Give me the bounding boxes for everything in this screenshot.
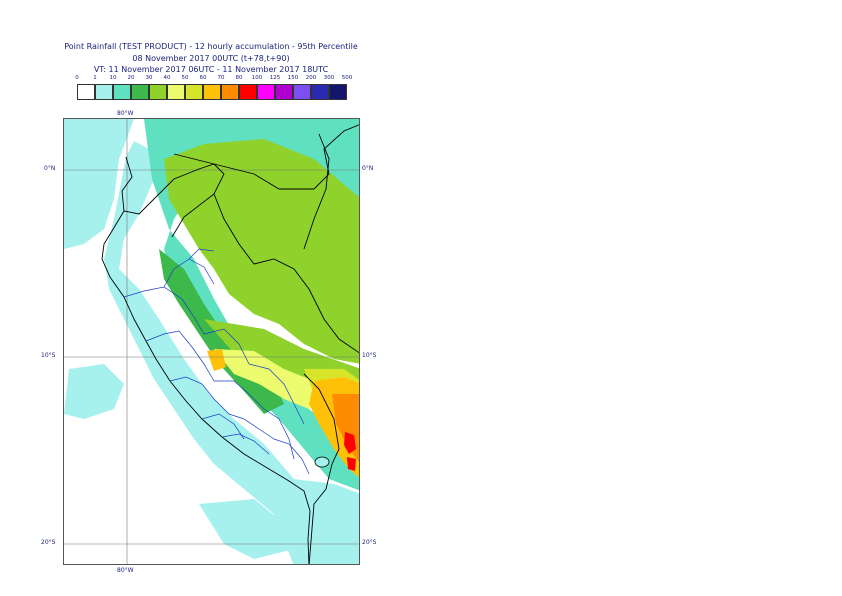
rainfall-map	[63, 118, 360, 565]
brazil-peru-border	[213, 193, 359, 354]
legend-threshold-label: 125	[269, 75, 281, 81]
legend-color-box	[221, 84, 239, 100]
legend-color-box	[329, 84, 347, 100]
legend-color-box	[77, 84, 95, 100]
brazil-inner-border	[303, 133, 330, 250]
legend-threshold-label: 100	[251, 75, 263, 81]
map-title-line-3: VT: 11 November 2017 06UTC - 11 November…	[93, 65, 329, 74]
bolivia-peru-border	[303, 373, 340, 564]
legend-threshold-label: 60	[199, 75, 207, 81]
legend-color-box	[149, 84, 167, 100]
land-red-cell-1	[344, 432, 356, 454]
legend-threshold-label: 200	[305, 75, 317, 81]
legend-color-box	[185, 84, 203, 100]
left-lat-label-10s: 10°S	[41, 352, 56, 359]
land-yellow-band	[214, 349, 324, 409]
legend-threshold-label: 30	[145, 75, 153, 81]
right-lat-label-10s: 10°S	[362, 352, 377, 359]
top-longitude-label: 80°W	[117, 110, 134, 117]
legend-color-box	[203, 84, 221, 100]
left-lat-label-20s: 20°S	[41, 539, 56, 546]
legend-color-box	[257, 84, 275, 100]
map-title-line-2: 08 November 2017 00UTC (t+78,t+90)	[132, 54, 290, 63]
legend-threshold-label: 300	[323, 75, 335, 81]
legend-threshold-label: 150	[287, 75, 299, 81]
lake-titicaca	[314, 456, 330, 468]
legend-color-box	[95, 84, 113, 100]
legend-threshold-label: 500	[341, 75, 353, 81]
legend-color-box	[275, 84, 293, 100]
right-lat-label-20s: 20°S	[362, 539, 377, 546]
left-lat-label-0: 0°N	[44, 165, 56, 172]
legend-threshold-label: 20	[127, 75, 135, 81]
right-lat-label-0: 0°N	[362, 165, 374, 172]
colombia-border	[173, 124, 359, 190]
legend-threshold-label: 1	[93, 75, 97, 81]
land-red-cell-2	[347, 457, 356, 471]
admin-borders	[123, 248, 310, 475]
legend-color-box	[239, 84, 257, 100]
coastline-border	[101, 156, 311, 564]
legend-color-box	[113, 84, 131, 100]
legend-color-box	[311, 84, 329, 100]
legend-threshold-label: 50	[181, 75, 189, 81]
ecuador-peru-border	[123, 163, 225, 238]
legend-color-box	[131, 84, 149, 100]
legend-threshold-label: 70	[217, 75, 225, 81]
land-light-rain	[104, 141, 319, 564]
legend-color-box	[293, 84, 311, 100]
legend-color-box	[167, 84, 185, 100]
map-canvas	[64, 119, 359, 564]
legend-threshold-label: 0	[75, 75, 79, 81]
ocean-light-rain-islands	[64, 364, 124, 419]
ocean-light-rain-north	[64, 119, 134, 249]
legend-threshold-label: 80	[235, 75, 243, 81]
legend-threshold-label: 10	[109, 75, 117, 81]
bottom-longitude-label: 80°W	[117, 567, 134, 574]
map-title-line-1: Point Rainfall (TEST PRODUCT) - 12 hourl…	[64, 42, 358, 51]
land-orange-spot	[207, 349, 226, 371]
legend-threshold-label: 40	[163, 75, 171, 81]
